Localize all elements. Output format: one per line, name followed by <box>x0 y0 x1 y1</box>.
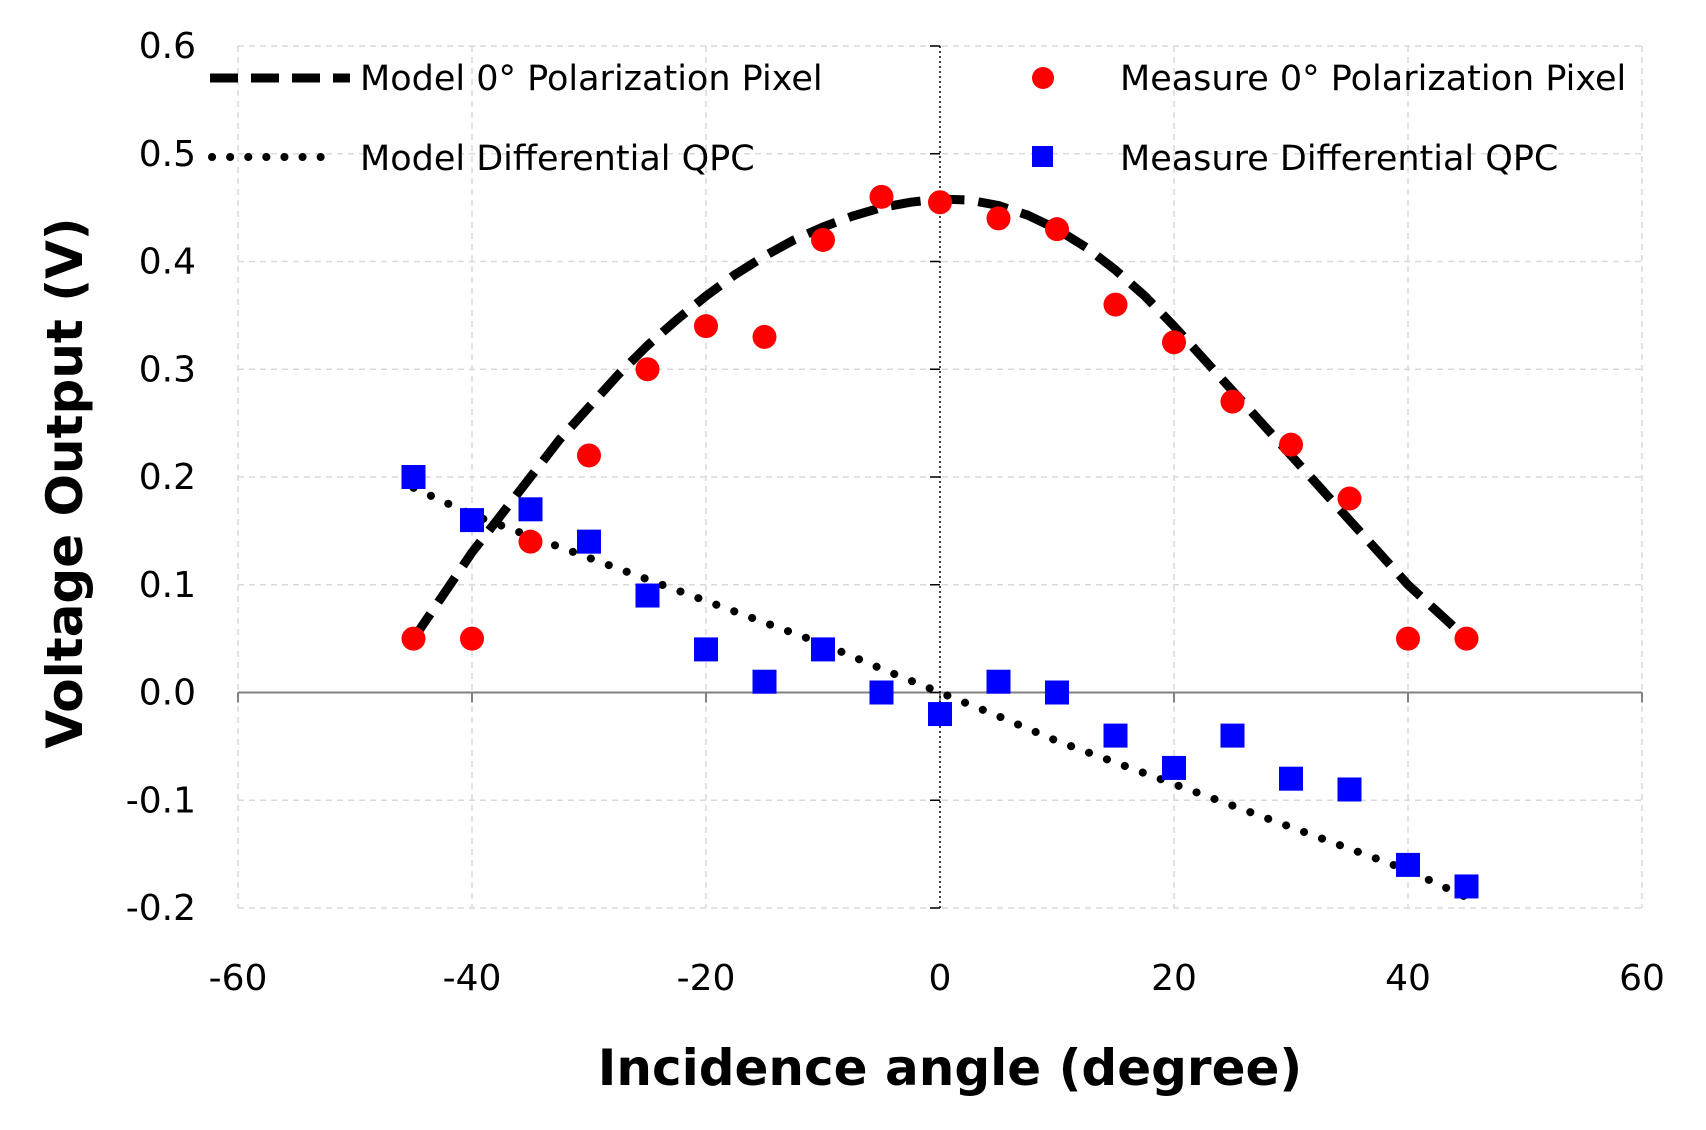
legend-item-model-polarization: Model 0° Polarization Pixel <box>210 59 823 99</box>
tick-labels: -0.2 -0.1 0.0 0.1 0.2 0.3 0.4 0.5 0.6 -60 -40 -20 0 2… <box>126 26 1665 999</box>
measure-polarization-point <box>694 314 718 339</box>
x-tick-label: 20 <box>1151 958 1197 999</box>
measure-polarization-point <box>1396 626 1420 651</box>
measure-differential-point <box>986 669 1011 694</box>
measure-polarization-point <box>635 357 660 382</box>
measure-differential-point <box>518 497 543 522</box>
legend-item-model-differential: Model Differential QPC <box>208 139 755 179</box>
series-layer <box>401 184 1479 902</box>
x-tick-label: -60 <box>209 958 268 999</box>
legend-label: Measure 0° Polarization Pixel <box>1120 59 1626 99</box>
measure-differential-point <box>752 669 777 694</box>
x-tick-label: 40 <box>1385 958 1431 999</box>
measure-polarization-point <box>1279 432 1303 457</box>
measure-polarization-point <box>1454 626 1479 651</box>
measure-polarization-point <box>1045 217 1069 242</box>
measure-differential-point <box>1220 723 1245 748</box>
grid <box>237 45 1643 909</box>
y-tick-label: 0.5 <box>139 134 196 175</box>
x-tick-label: -40 <box>443 958 502 999</box>
y-axis-title: Voltage Output (V) <box>36 217 94 748</box>
y-tick-label: 0.1 <box>139 565 196 606</box>
measure-differential-point <box>401 465 426 489</box>
measure-differential-point <box>577 529 601 554</box>
legend-item-measure-polarization: Measure 0° Polarization Pixel <box>1032 59 1626 99</box>
measure-differential-point <box>1045 680 1069 705</box>
measure-polarization-point <box>811 227 835 252</box>
measure-differential-point <box>928 702 952 727</box>
y-tick-label: 0.6 <box>139 26 196 67</box>
measure-differential-point <box>1162 755 1186 780</box>
legend: Model 0° Polarization Pixel Model Differ… <box>208 59 1626 179</box>
y-tick-label: 0.2 <box>139 457 196 498</box>
measure-differential-point <box>1396 852 1420 877</box>
measure-polarization-point <box>928 190 952 215</box>
model-differential-line <box>409 483 1471 902</box>
measure-polarization-point <box>401 626 426 651</box>
legend-swatch-red-circle <box>1032 67 1054 89</box>
measure-differential-point <box>1103 723 1128 748</box>
y-tick-label: -0.1 <box>126 780 196 821</box>
x-tick-label: 0 <box>929 958 952 999</box>
y-tick-label: 0.4 <box>139 242 196 283</box>
y-tick-label: -0.2 <box>126 888 196 929</box>
y-tick-label: 0.0 <box>139 673 196 714</box>
measure-polarization-point <box>518 529 543 554</box>
axes <box>237 45 1643 909</box>
legend-item-measure-differential: Measure Differential QPC <box>1032 139 1558 179</box>
legend-label: Measure Differential QPC <box>1120 139 1558 179</box>
measure-polarization-point <box>1220 389 1245 414</box>
measure-polarization-point <box>1337 486 1362 511</box>
legend-label: Model 0° Polarization Pixel <box>360 59 823 99</box>
measure-polarization-point <box>577 443 601 468</box>
measure-differential-point <box>694 637 718 662</box>
measure-polarization-point <box>1162 330 1186 355</box>
measure-polarization-point <box>869 184 894 209</box>
measure-differential-point <box>635 583 660 608</box>
measure-differential-point <box>869 680 894 705</box>
y-tick-label: 0.3 <box>139 349 196 390</box>
measure-polarization-point <box>986 206 1011 231</box>
measure-polarization-point <box>460 626 484 651</box>
measure-polarization-point <box>1103 292 1128 317</box>
x-tick-label: -20 <box>677 958 736 999</box>
measure-differential-point <box>811 637 835 662</box>
legend-swatch-blue-square <box>1032 146 1053 167</box>
x-axis-title: Incidence angle (degree) <box>598 1039 1303 1097</box>
measure-differential-point <box>1337 777 1362 802</box>
x-tick-label: 60 <box>1619 958 1665 999</box>
measure-differential-point <box>460 508 484 533</box>
measure-differential-point <box>1454 874 1479 899</box>
legend-label: Model Differential QPC <box>360 139 755 179</box>
measure-differential-point <box>1279 766 1303 791</box>
measure-polarization-point <box>752 324 777 349</box>
